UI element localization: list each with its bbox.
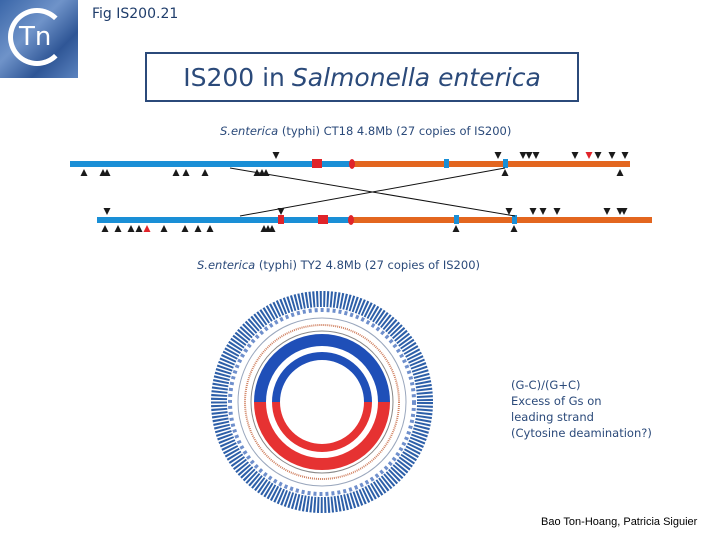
- is200-marker-up: [127, 225, 135, 232]
- ty2-origin-marker: [348, 215, 354, 225]
- ct18-segment-orange: [352, 161, 630, 167]
- is200-marker-up: [452, 225, 460, 232]
- ty2-blue-marker: [512, 215, 517, 224]
- is200-marker-down: [603, 208, 611, 215]
- note-line: Excess of Gs on: [511, 394, 602, 408]
- is200-marker-down: [539, 208, 547, 215]
- is200-marker-down: [585, 152, 593, 159]
- is200-marker-up: [268, 225, 276, 232]
- ty2-segment-orange: [351, 217, 652, 223]
- genome-label-ty2: S.enterica (typhi) TY2 4.8Mb (27 copies …: [197, 258, 480, 272]
- is200-marker-up: [501, 169, 509, 176]
- logo-text: Tn: [19, 22, 52, 52]
- is200-marker-down: [494, 152, 502, 159]
- credit: Bao Ton-Hoang, Patricia Siguier: [541, 516, 698, 528]
- gene-ring-3: [237, 317, 407, 487]
- is200-marker-down: [620, 208, 628, 215]
- is200-marker-up: [181, 225, 189, 232]
- genome-label-ct18: S.enterica (typhi) CT18 4.8Mb (27 copies…: [220, 124, 511, 138]
- ct18-blue-marker: [503, 159, 508, 168]
- ct18-red-block: [312, 159, 322, 168]
- is200-marker-up: [143, 225, 151, 232]
- outer-gene-ring: [211, 291, 433, 513]
- ct18-segment-blue: [70, 161, 352, 167]
- ty2-segment-blue: [97, 217, 351, 223]
- genome-description: (typhi) CT18 4.8Mb (27 copies of IS200): [278, 124, 512, 138]
- logo: Tn: [0, 0, 78, 78]
- gc-skew-note: (G-C)/(G+C) Excess of Gs on leading stra…: [511, 377, 652, 441]
- ty2-blue-marker: [454, 215, 459, 224]
- is200-marker-up: [194, 225, 202, 232]
- is200-marker-up: [262, 169, 270, 176]
- note-line: leading strand: [511, 410, 594, 424]
- is200-marker-up: [206, 225, 214, 232]
- figure-label: Fig IS200.21: [92, 6, 179, 22]
- is200-marker-up: [172, 169, 180, 176]
- is200-marker-up: [160, 225, 168, 232]
- note-line: (G-C)/(G+C): [511, 378, 581, 392]
- ct18-blue-marker: [444, 159, 449, 168]
- is200-marker-down: [608, 152, 616, 159]
- is200-marker-down: [594, 152, 602, 159]
- slide-title: IS200 in Salmonella enterica: [145, 52, 579, 102]
- gene-ring-2: [228, 308, 416, 496]
- is200-marker-up: [101, 225, 109, 232]
- is200-marker-down: [529, 208, 537, 215]
- is200-marker-up: [103, 169, 111, 176]
- is200-marker-down: [553, 208, 561, 215]
- is200-marker-up: [253, 169, 261, 176]
- is200-marker-up: [201, 169, 209, 176]
- is200-marker-up: [616, 169, 624, 176]
- inner-skew-blue: [272, 352, 372, 403]
- gc-skew-positive: [254, 334, 390, 403]
- inner-skew-red: [272, 401, 372, 452]
- is200-marker-down: [621, 152, 629, 159]
- genome-species: S.enterica: [220, 124, 279, 138]
- note-line: (Cytosine deamination?): [511, 426, 652, 440]
- is200-marker-down: [532, 152, 540, 159]
- title-italic: Salmonella enterica: [291, 62, 541, 92]
- is200-marker-up: [114, 225, 122, 232]
- logo-ring: [8, 8, 66, 66]
- is200-marker-down: [519, 152, 527, 159]
- is200-marker-down: [525, 152, 533, 159]
- gc-content-ring: [244, 324, 400, 480]
- genome-description: (typhi) TY2 4.8Mb (27 copies of IS200): [255, 258, 480, 272]
- ty2-red-block: [318, 215, 328, 224]
- ty2-red-block-small: [278, 215, 284, 224]
- genome-species: S.enterica: [197, 258, 256, 272]
- is200-marker-up: [135, 225, 143, 232]
- is200-marker-up: [80, 169, 88, 176]
- ct18-origin-marker: [349, 159, 355, 169]
- is200-marker-down: [272, 152, 280, 159]
- is200-marker-up: [510, 225, 518, 232]
- is200-marker-down: [277, 208, 285, 215]
- gc-skew-negative: [254, 401, 390, 470]
- title-plain: IS200 in: [183, 62, 285, 92]
- is200-marker-up: [182, 169, 190, 176]
- is200-marker-down: [505, 208, 513, 215]
- is200-marker-down: [571, 152, 579, 159]
- is200-marker-down: [103, 208, 111, 215]
- gene-ring-4: [250, 330, 394, 474]
